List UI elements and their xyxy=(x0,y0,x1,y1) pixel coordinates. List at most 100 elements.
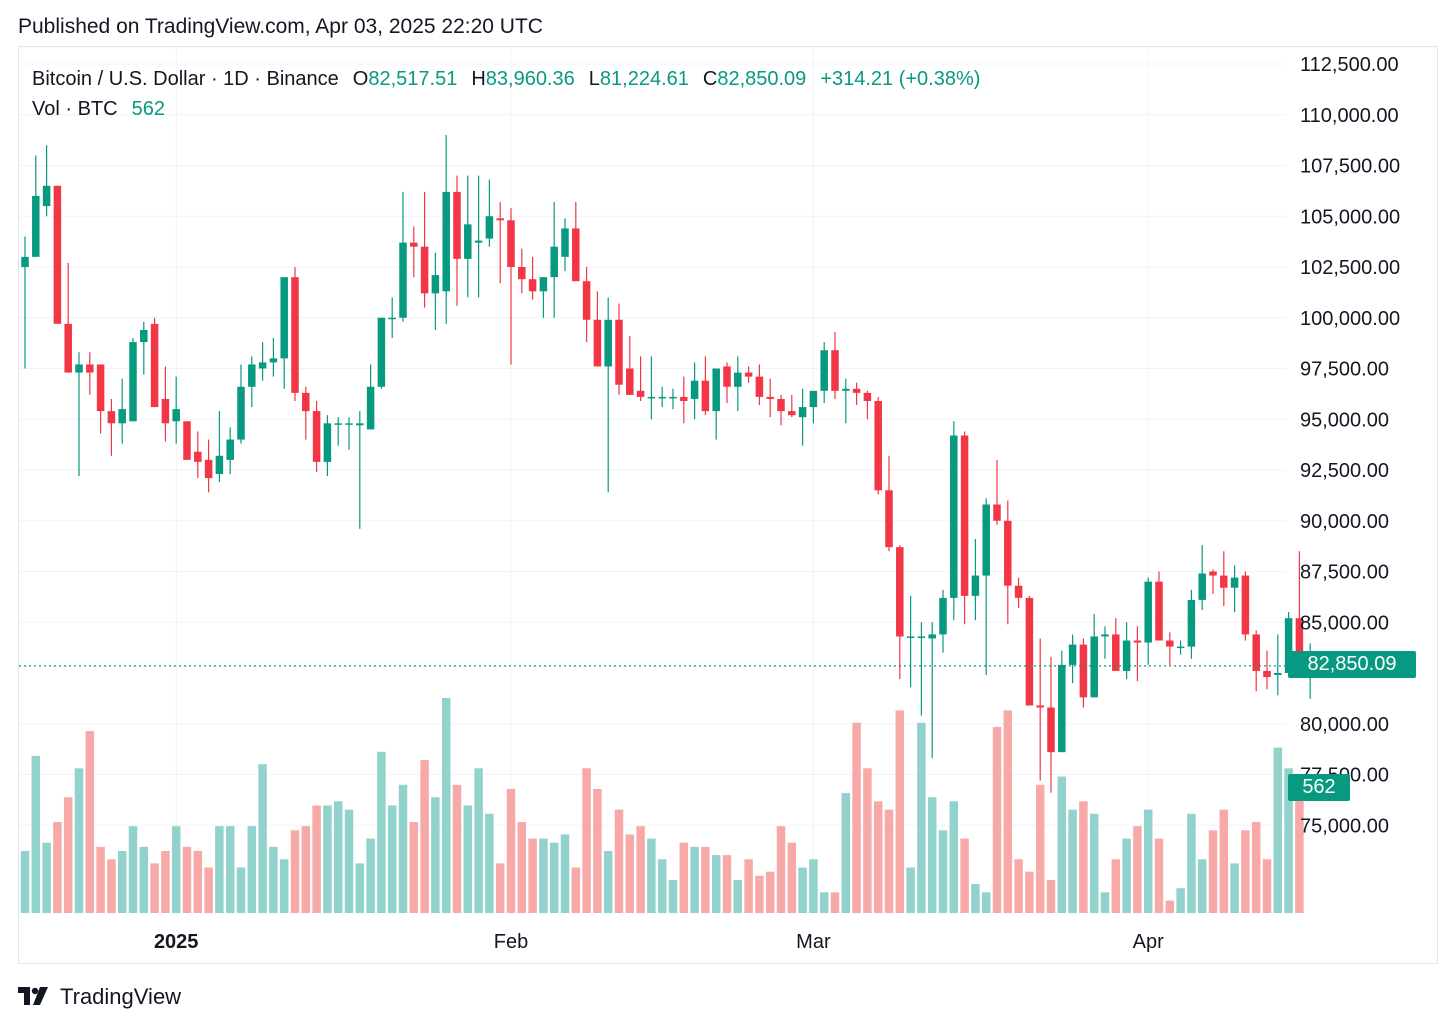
candle-body xyxy=(734,372,742,387)
volume-bar xyxy=(225,826,235,913)
candle-body xyxy=(1112,634,1120,671)
candle-body xyxy=(399,242,407,318)
candle-body xyxy=(647,396,656,399)
candle-body xyxy=(777,398,785,412)
high-label: H xyxy=(471,68,486,90)
volume-bar xyxy=(85,731,95,913)
candle-body xyxy=(442,191,450,292)
volume-bar xyxy=(506,788,516,913)
volume-bars xyxy=(20,698,1304,913)
price-tick-label: 95,000.00 xyxy=(1300,409,1389,431)
volume-bar xyxy=(1208,830,1218,913)
candle-body xyxy=(885,490,893,548)
candle-body xyxy=(658,396,666,399)
candle-body xyxy=(377,317,386,387)
candle-body xyxy=(604,319,612,367)
volume-bar xyxy=(593,788,602,913)
candle-body xyxy=(215,455,224,475)
candles xyxy=(21,135,1314,793)
volume-bar xyxy=(1187,813,1196,913)
volume-bar xyxy=(625,834,635,913)
volume-bar xyxy=(776,826,786,913)
volume-bar xyxy=(452,784,462,913)
volume-bar xyxy=(463,805,473,913)
candle-body xyxy=(917,636,926,638)
tradingview-logo-icon xyxy=(18,987,48,1005)
volume-bar xyxy=(323,805,332,913)
candle-body xyxy=(928,634,936,639)
candle-body xyxy=(1166,640,1174,647)
candle-body xyxy=(258,362,267,369)
candle-body xyxy=(539,277,548,292)
volume-bar xyxy=(852,722,861,913)
candle-body xyxy=(572,228,580,282)
price-tick-label: 102,500.00 xyxy=(1300,257,1400,279)
volume-bar xyxy=(927,797,937,913)
volume-bar xyxy=(809,859,818,913)
chart-frame[interactable] xyxy=(18,46,1438,964)
candle-body xyxy=(1101,634,1109,637)
volume-bar xyxy=(1284,768,1293,913)
volume-bar xyxy=(204,867,213,913)
candle-body xyxy=(420,246,429,294)
volume-bar xyxy=(765,871,775,913)
candle-body xyxy=(312,411,321,462)
candle-body xyxy=(1144,581,1152,643)
last-volume-badge: 562 xyxy=(1288,773,1350,801)
volume-value: 562 xyxy=(131,98,165,120)
candle-body xyxy=(1014,585,1023,598)
candle-body xyxy=(118,409,126,424)
volume-bar xyxy=(1014,859,1023,913)
candle-body xyxy=(788,411,796,416)
volume-bar xyxy=(96,846,105,913)
volume-bar xyxy=(20,850,30,913)
volume-bar xyxy=(1165,900,1175,913)
volume-bar xyxy=(992,726,1002,913)
candle-body xyxy=(1058,664,1066,753)
volume-bar xyxy=(647,838,656,913)
candle-body xyxy=(755,376,764,397)
candle-body xyxy=(485,216,494,239)
volume-bar xyxy=(31,755,41,913)
volume-bar xyxy=(917,722,926,913)
candle-body xyxy=(42,185,51,207)
candle-body xyxy=(626,368,634,395)
candle-body xyxy=(798,407,807,418)
candle-body xyxy=(291,277,299,393)
volume-bar xyxy=(798,867,807,913)
candle-body xyxy=(334,423,342,425)
candle-body xyxy=(593,319,602,367)
volume-bar xyxy=(420,760,429,913)
volume-bar xyxy=(117,850,127,913)
volume-bar xyxy=(614,809,624,913)
volume-bar xyxy=(333,801,343,913)
volume-bar xyxy=(387,805,397,913)
candle-body xyxy=(410,242,418,247)
tradingview-brand[interactable]: TradingView xyxy=(18,984,181,1010)
candle-body xyxy=(690,380,699,399)
time-tick-label: 2025 xyxy=(154,931,199,953)
candle-body xyxy=(1079,644,1088,698)
time-tick-label: Mar xyxy=(796,931,831,953)
close-label: C xyxy=(702,68,718,90)
candle-body xyxy=(129,342,137,422)
volume-bar xyxy=(549,842,559,913)
candle-body xyxy=(1230,577,1239,588)
volume-bar xyxy=(377,751,386,913)
price-tick-label: 107,500.00 xyxy=(1300,156,1400,178)
volume-bar xyxy=(182,846,192,913)
change-value: +314.21 (+0.38%) xyxy=(820,68,981,90)
volume-bar xyxy=(722,855,732,913)
candle-body xyxy=(140,329,148,343)
candle-body xyxy=(464,224,472,259)
volume-bar xyxy=(582,768,591,913)
close-value: 82,850.09 xyxy=(717,68,807,90)
candle-body xyxy=(1025,597,1034,706)
price-tick-label: 112,500.00 xyxy=(1300,54,1399,76)
volume-bar xyxy=(884,809,894,913)
candle-body xyxy=(302,392,310,412)
volume-bar xyxy=(53,822,62,913)
candle-body xyxy=(345,423,353,425)
candle-body xyxy=(1274,673,1282,676)
